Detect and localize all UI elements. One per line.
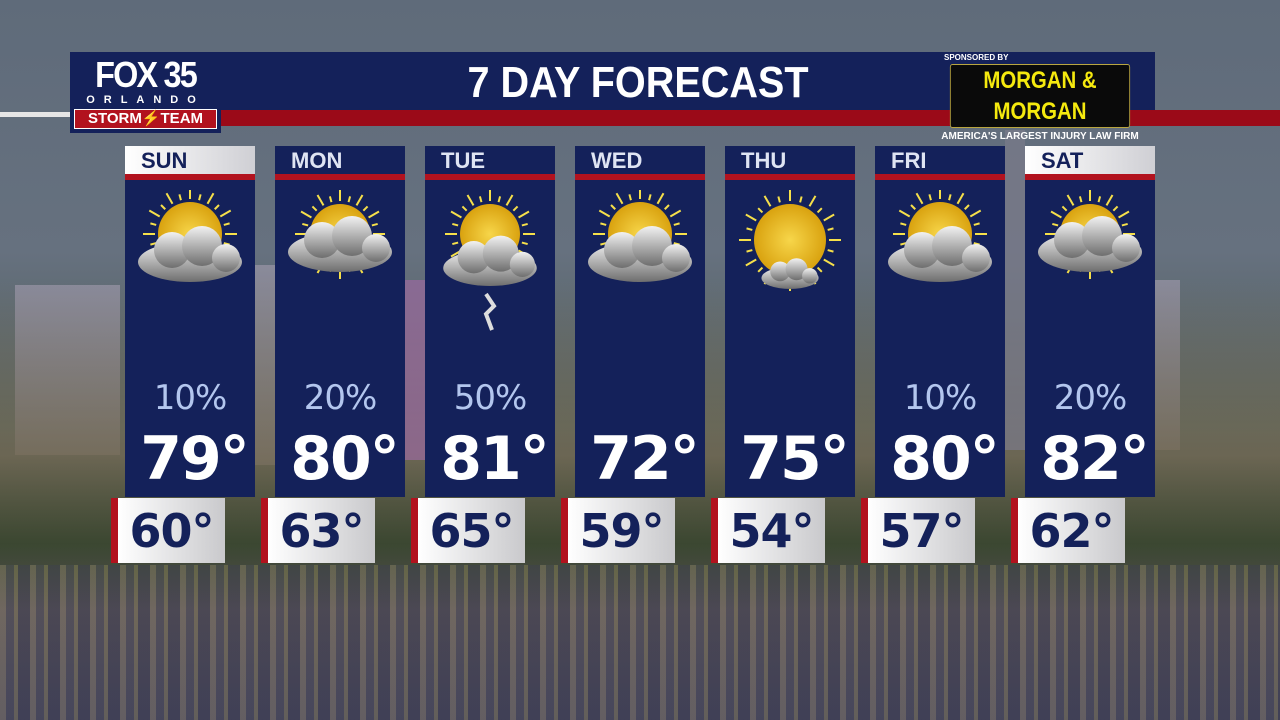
precip-chance: 20% — [1053, 378, 1128, 418]
low-temp: 63° — [261, 498, 375, 563]
low-temp: 65° — [411, 498, 525, 563]
high-temp: 82° — [1040, 424, 1150, 494]
high-temp: 72° — [590, 424, 700, 494]
station-city: ORLANDO — [86, 94, 205, 106]
precip-chance: 10% — [903, 378, 978, 418]
thunderstorm-icon — [443, 190, 537, 331]
mostly-sunny-icon — [739, 190, 841, 291]
forecast-day-thu: THU 75° — [725, 146, 855, 497]
sponsor-tagline: AMERICA'S LARGEST INJURY LAW FIRM — [941, 131, 1139, 142]
page-title: 7 DAY FORECAST — [467, 58, 809, 107]
precip-chance: 50% — [453, 378, 528, 418]
low-temp: 62° — [1011, 498, 1125, 563]
low-temp: 54° — [711, 498, 825, 563]
forecast-day-wed: WED 72° — [575, 146, 705, 497]
mostly-cloudy-icon — [288, 190, 392, 279]
day-label: WED — [575, 146, 705, 180]
forecast-day-sat: SAT 20% 82° — [1025, 146, 1155, 497]
day-label: SAT — [1025, 146, 1155, 180]
partly-cloudy-icon — [888, 190, 992, 282]
station-logo: FOX 35 ORLANDO STORM⚡TEAM — [70, 52, 221, 133]
precip-chance: 10% — [153, 378, 228, 418]
station-name: FOX 35 — [95, 54, 198, 95]
forecast-day-mon: MON 20% 80° — [275, 146, 405, 497]
partly-cloudy-icon — [138, 190, 242, 282]
day-label: THU — [725, 146, 855, 180]
partly-cloudy-icon — [588, 190, 692, 282]
high-temp: 80° — [290, 424, 400, 494]
sponsor-block: SPONSORED BY MORGAN & MORGAN AMERICA'S L… — [930, 52, 1150, 142]
forecast-day-sun: SUN 10% 79° — [125, 146, 255, 497]
mostly-cloudy-icon — [1038, 190, 1142, 279]
sponsor-logo: MORGAN & MORGAN — [949, 64, 1131, 128]
forecast-day-tue: TUE 50% 81° — [425, 146, 555, 497]
low-temp: 60° — [111, 498, 225, 563]
low-temp: 57° — [861, 498, 975, 563]
day-label: FRI — [875, 146, 1005, 180]
sponsor-label: SPONSORED BY — [944, 53, 1009, 62]
divider — [0, 112, 70, 117]
forecast-day-fri: FRI 10% 80° — [875, 146, 1005, 497]
precip-chance: 20% — [303, 378, 378, 418]
storm-team-badge: STORM⚡TEAM — [74, 109, 217, 129]
low-temp: 59° — [561, 498, 675, 563]
day-label: MON — [275, 146, 405, 180]
day-label: TUE — [425, 146, 555, 180]
lake-reflection — [0, 565, 1280, 720]
high-temp: 81° — [440, 424, 550, 494]
high-temp: 79° — [140, 424, 250, 494]
high-temp: 80° — [890, 424, 1000, 494]
high-temp: 75° — [740, 424, 850, 494]
day-label: SUN — [125, 146, 255, 180]
